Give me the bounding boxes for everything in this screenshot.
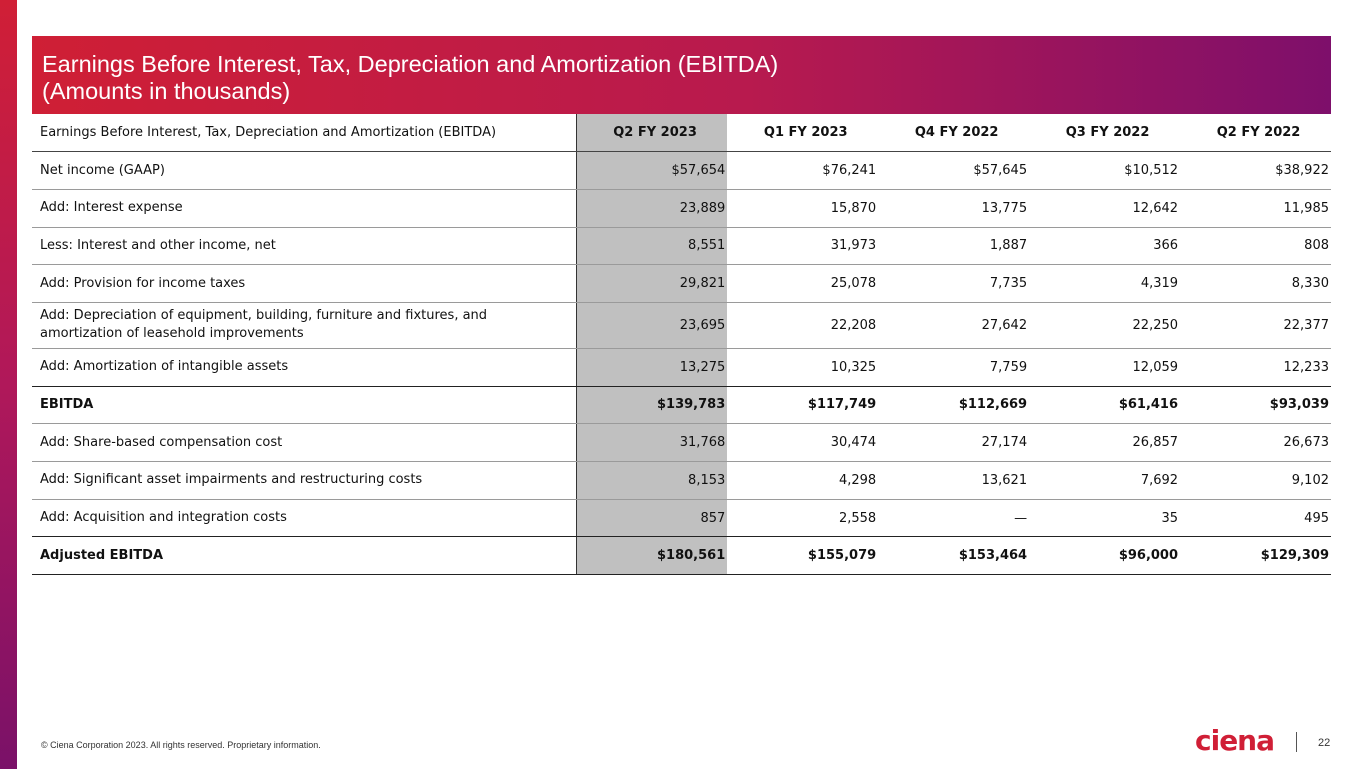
cell: 10,325 <box>727 348 879 387</box>
cell: 7,735 <box>878 264 1030 303</box>
row-label: Earnings Before Interest, Tax, Depreciat… <box>32 114 577 153</box>
cell: $153,464 <box>878 536 1030 576</box>
cell: 11,985 <box>1180 189 1331 228</box>
table-row: Add: Provision for income taxes 29,821 25,… <box>32 264 1331 303</box>
row-label: Add: Acquisition and integration costs <box>32 499 577 538</box>
cell: 23,695 <box>575 302 728 349</box>
cell: 13,621 <box>878 461 1030 500</box>
cell: 12,642 <box>1029 189 1181 228</box>
cell: $38,922 <box>1180 151 1331 190</box>
cell: 31,768 <box>575 423 728 462</box>
row-label: Adjusted EBITDA <box>32 536 577 576</box>
cell: Q4 FY 2022 <box>878 114 1030 153</box>
table-row: EBITDA $139,783 $117,749 $112,669 $61,416 $93… <box>32 386 1331 425</box>
cell: 29,821 <box>575 264 728 303</box>
cell: 13,275 <box>575 348 728 387</box>
cell: Q2 FY 2023 <box>575 114 728 153</box>
cell: 12,059 <box>1029 348 1181 387</box>
cell: $139,783 <box>575 386 728 425</box>
cell: Q1 FY 2023 <box>727 114 879 153</box>
table-row: Add: Depreciation of equipment, building… <box>32 302 1331 349</box>
cell: 12,233 <box>1180 348 1331 387</box>
cell: 15,870 <box>727 189 879 228</box>
side-stripe <box>0 0 17 769</box>
divider <box>1296 732 1297 752</box>
cell: 22,208 <box>727 302 879 349</box>
row-label: Net income (GAAP) <box>32 151 577 190</box>
cell: $76,241 <box>727 151 879 190</box>
cell: 27,642 <box>878 302 1030 349</box>
row-label: Add: Depreciation of equipment, building… <box>32 302 577 349</box>
cell: 25,078 <box>727 264 879 303</box>
page-number: 22 <box>1318 737 1331 749</box>
cell: $10,512 <box>1029 151 1181 190</box>
cell: 4,298 <box>727 461 879 500</box>
cell: $61,416 <box>1029 386 1181 425</box>
table-row: Less: Interest and other income, net 8,55… <box>32 227 1331 266</box>
table-row: Add: Interest expense 23,889 15,870 13,775 1… <box>32 189 1331 228</box>
cell: $129,309 <box>1180 536 1331 576</box>
cell: 366 <box>1029 227 1181 266</box>
cell: $180,561 <box>575 536 728 576</box>
cell: $155,079 <box>727 536 879 576</box>
cell: 22,250 <box>1029 302 1181 349</box>
copyright: © Ciena Corporation 2023. All rights res… <box>41 740 321 750</box>
cell: 8,330 <box>1180 264 1331 303</box>
row-label: EBITDA <box>32 386 577 425</box>
cell: 808 <box>1180 227 1331 266</box>
row-label: Add: Amortization of intangible assets <box>32 348 577 387</box>
row-label: Add: Interest expense <box>32 189 577 228</box>
cell: 1,887 <box>878 227 1030 266</box>
row-label: Add: Provision for income taxes <box>32 264 577 303</box>
cell: 8,551 <box>575 227 728 266</box>
table-row: Add: Acquisition and integration costs 85… <box>32 499 1331 538</box>
table-row: Add: Significant asset impairments and r… <box>32 461 1331 500</box>
cell: 31,973 <box>727 227 879 266</box>
cell: — <box>878 499 1030 538</box>
cell: Q3 FY 2022 <box>1029 114 1181 153</box>
cell: 7,692 <box>1029 461 1181 500</box>
cell: $112,669 <box>878 386 1030 425</box>
cell: 13,775 <box>878 189 1030 228</box>
cell: 35 <box>1029 499 1181 538</box>
cell: Q2 FY 2022 <box>1180 114 1331 153</box>
cell: 9,102 <box>1180 461 1331 500</box>
cell: 7,759 <box>878 348 1030 387</box>
cell: 8,153 <box>575 461 728 500</box>
cell: $96,000 <box>1029 536 1181 576</box>
table-row: Net income (GAAP) $57,654 $76,241 $57,645 $1… <box>32 151 1331 190</box>
cell: 495 <box>1180 499 1331 538</box>
cell: 22,377 <box>1180 302 1331 349</box>
row-label: Add: Share-based compensation cost <box>32 423 577 462</box>
cell: 26,857 <box>1029 423 1181 462</box>
table-row: Add: Share-based compensation cost 31,768… <box>32 423 1331 462</box>
cell: 27,174 <box>878 423 1030 462</box>
table-row: Add: Amortization of intangible assets 13… <box>32 348 1331 387</box>
cell: 2,558 <box>727 499 879 538</box>
row-label: Less: Interest and other income, net <box>32 227 577 266</box>
title-banner: Earnings Before Interest, Tax, Depreciat… <box>32 36 1331 114</box>
cell: $57,654 <box>575 151 728 190</box>
cell: 857 <box>575 499 728 538</box>
table-row: Adjusted EBITDA $180,561 $155,079 $153,464 $… <box>32 536 1331 576</box>
ebitda-table: Earnings Before Interest, Tax, Depreciat… <box>32 114 1331 576</box>
slide-title: Earnings Before Interest, Tax, Depreciat… <box>42 51 779 77</box>
cell: 26,673 <box>1180 423 1331 462</box>
cell: $117,749 <box>727 386 879 425</box>
cell: $57,645 <box>878 151 1030 190</box>
cell: 30,474 <box>727 423 879 462</box>
slide-subtitle: (Amounts in thousands) <box>42 78 291 104</box>
cell: $93,039 <box>1180 386 1331 425</box>
cell: 4,319 <box>1029 264 1181 303</box>
table-header: Earnings Before Interest, Tax, Depreciat… <box>32 114 1331 153</box>
ciena-logo: ciena <box>1195 724 1275 757</box>
cell: 23,889 <box>575 189 728 228</box>
row-label: Add: Significant asset impairments and r… <box>32 461 577 500</box>
